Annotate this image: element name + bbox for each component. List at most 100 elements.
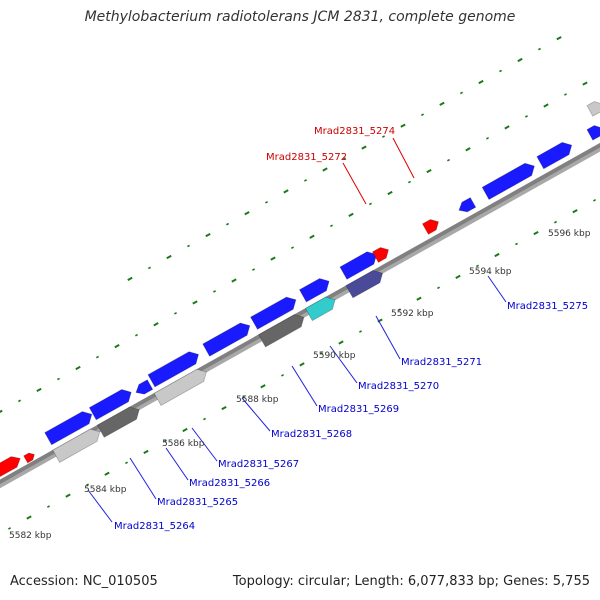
- far-outer-tick-row-tick: [556, 36, 562, 41]
- inner-tick-row-tick: [593, 198, 596, 202]
- inner-tick-row-tick: [553, 220, 558, 224]
- inner-tick-row-tick: [358, 330, 363, 333]
- gene-red-small-left[interactable]: [23, 452, 35, 464]
- outer-tick-row-tick: [291, 246, 294, 250]
- gene-blue-5275[interactable]: [458, 197, 477, 213]
- inner-tick-row-tick: [242, 395, 245, 399]
- inner-tick-row-tick: [86, 483, 89, 487]
- gene-gray-top[interactable]: [586, 101, 600, 117]
- gene-cyan-5270b[interactable]: [304, 296, 336, 322]
- gene-features[interactable]: [0, 101, 600, 478]
- outer-tick-row-tick: [0, 409, 3, 413]
- outer-tick-row-tick: [36, 387, 42, 392]
- far-outer-tick-row-tick: [538, 47, 541, 51]
- leader-5275: [487, 275, 507, 303]
- gene-label-5269[interactable]: Mrad2831_5269: [318, 404, 399, 415]
- leader-5267: [191, 427, 218, 462]
- gene-navy-5271b[interactable]: [345, 270, 384, 299]
- gene-blue-c[interactable]: [586, 125, 600, 141]
- gene-label-5267[interactable]: Mrad2831_5267: [218, 459, 299, 470]
- inner-tick-row-tick: [47, 505, 50, 508]
- far-outer-tick-row-tick: [148, 266, 151, 270]
- scale-ticks: [0, 36, 596, 530]
- scale-label-5596: 5596 kbp: [548, 229, 591, 239]
- outer-tick-row-tick: [75, 365, 81, 371]
- gene-blue-5267[interactable]: [147, 351, 199, 388]
- gene-label-5271[interactable]: Mrad2831_5271: [401, 357, 482, 368]
- outer-tick-row-tick: [330, 224, 333, 228]
- gene-blue-5269[interactable]: [250, 296, 297, 330]
- far-outer-tick-row-tick: [127, 276, 133, 281]
- outer-tick-row-tick: [504, 125, 510, 130]
- outer-tick-row-tick: [348, 212, 354, 217]
- far-outer-tick-row-tick: [361, 145, 367, 150]
- gene-darkgray-5269b[interactable]: [258, 314, 305, 348]
- gene-label-5274[interactable]: Mrad2831_5274: [314, 126, 395, 137]
- leader-5265: [129, 457, 157, 500]
- gene-label-5265[interactable]: Mrad2831_5265: [157, 497, 238, 508]
- far-outer-tick-row-tick: [478, 79, 484, 85]
- leader-5274: [392, 137, 415, 179]
- gene-label-5266[interactable]: Mrad2831_5266: [189, 478, 270, 489]
- inner-tick-row-tick: [338, 340, 344, 345]
- leader-5269: [291, 365, 318, 407]
- gene-blue-b[interactable]: [536, 141, 573, 170]
- far-outer-tick-row-tick: [283, 189, 289, 194]
- gene-darkgray-5265b[interactable]: [96, 406, 140, 438]
- inner-tick-row-tick: [104, 471, 110, 476]
- far-outer-tick-row-tick: [244, 211, 250, 216]
- gene-label-5270[interactable]: Mrad2831_5270: [358, 381, 439, 392]
- leader-5264: [87, 489, 113, 523]
- far-outer-tick-row-tick: [382, 135, 385, 138]
- inner-tick-row-tick: [202, 417, 207, 421]
- far-outer-tick-row-tick: [400, 123, 406, 128]
- inner-tick-row-tick: [260, 384, 266, 389]
- outer-tick-row-tick: [564, 93, 567, 96]
- outer-tick-row-tick: [486, 136, 489, 140]
- gene-label-5268[interactable]: Mrad2831_5268: [271, 429, 352, 440]
- far-outer-tick-row-tick: [166, 254, 172, 260]
- outer-tick-row-tick: [153, 322, 159, 327]
- gene-blue-5265[interactable]: [88, 389, 132, 421]
- outer-tick-row-tick: [543, 103, 549, 108]
- far-outer-tick-row-tick: [205, 233, 211, 238]
- inner-tick-row-tick: [65, 493, 71, 498]
- leader-5266: [165, 447, 189, 481]
- outer-tick-row-tick: [447, 158, 450, 162]
- inner-tick-row-tick: [125, 461, 128, 465]
- far-outer-tick-row-tick: [460, 91, 463, 95]
- gene-label-5272[interactable]: Mrad2831_5272: [266, 152, 347, 163]
- gene-gray-5264b[interactable]: [52, 428, 101, 463]
- far-outer-tick-row-tick: [343, 157, 346, 160]
- gene-blue-5264[interactable]: [44, 411, 93, 446]
- inner-tick-row-tick: [515, 242, 518, 246]
- outer-tick-row-tick: [231, 278, 237, 283]
- gene-label-5264[interactable]: Mrad2831_5264: [114, 521, 195, 532]
- gene-red-5274[interactable]: [421, 219, 439, 235]
- gene-blue-5266[interactable]: [135, 379, 154, 395]
- gene-red-5272[interactable]: [371, 247, 389, 263]
- inner-tick-row-tick: [182, 427, 188, 433]
- inner-tick-row-tick: [397, 308, 402, 311]
- gene-red-left[interactable]: [0, 456, 21, 478]
- gene-label-5275[interactable]: Mrad2831_5275: [507, 301, 588, 312]
- outer-tick-row-tick: [114, 344, 120, 349]
- outer-tick-row-tick: [192, 300, 198, 305]
- scale-label-5586: 5586 kbp: [162, 439, 205, 449]
- outer-tick-row-tick: [252, 268, 255, 271]
- inner-tick-row-tick: [164, 439, 167, 443]
- gene-gray-5267b[interactable]: [153, 368, 207, 407]
- inner-tick-row-tick: [455, 274, 461, 279]
- gene-labels[interactable]: Mrad2831_5264 Mrad2831_5265 Mrad2831_526…: [114, 126, 588, 532]
- outer-tick-row-tick: [212, 290, 217, 293]
- gene-blue-5270[interactable]: [298, 278, 330, 303]
- gene-blue-5268[interactable]: [202, 322, 251, 357]
- topology-text: Topology: circular; Length: 6,077,833 bp…: [232, 574, 590, 589]
- label-leaders: [87, 137, 507, 523]
- outer-tick-row-tick: [582, 81, 588, 86]
- gene-blue-a[interactable]: [481, 162, 535, 201]
- leader-5268: [241, 397, 271, 432]
- gene-blue-5271[interactable]: [339, 251, 378, 280]
- scale-label-5592: 5592 kbp: [391, 309, 434, 319]
